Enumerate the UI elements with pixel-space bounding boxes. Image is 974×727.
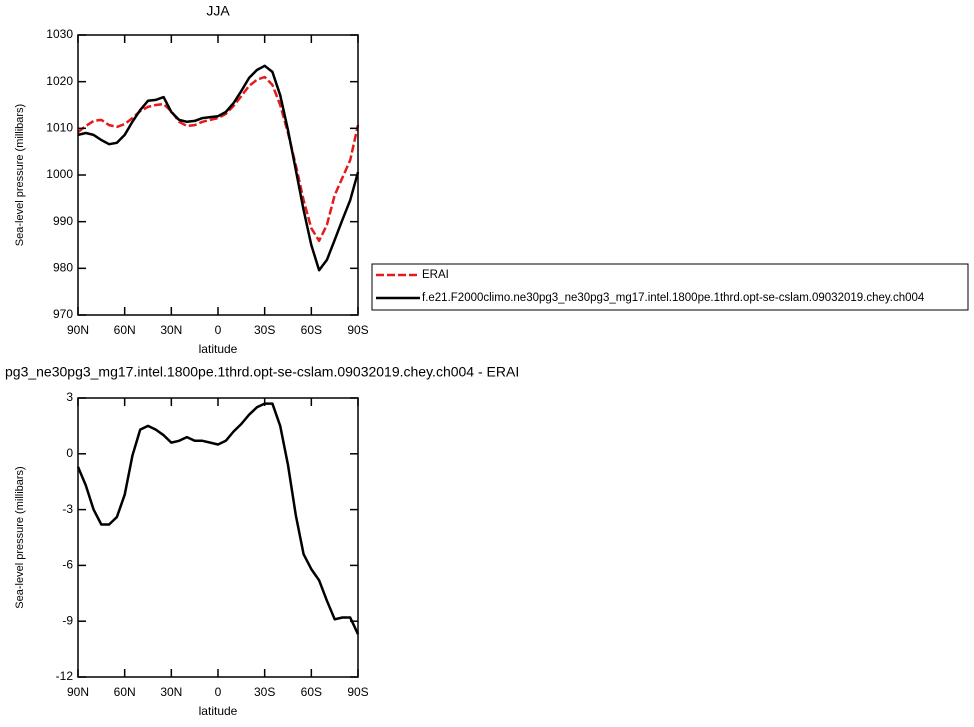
data-line bbox=[77, 64, 360, 272]
x-tick-label: 30S bbox=[254, 323, 275, 337]
y-tick-label: 0 bbox=[66, 446, 73, 460]
data-line bbox=[77, 75, 360, 243]
x-tick-label: 0 bbox=[215, 685, 222, 699]
x-tick-label: 60S bbox=[301, 323, 322, 337]
legend-label: ERAI bbox=[422, 269, 449, 281]
x-tick-label: 60S bbox=[301, 685, 322, 699]
y-axis-label: Sea-level pressure (millibars) bbox=[14, 466, 26, 608]
legend-label: f.e21.F2000climo.ne30pg3_ne30pg3_mg17.in… bbox=[422, 292, 925, 304]
y-tick-label: 1000 bbox=[46, 167, 73, 181]
y-tick-label: -9 bbox=[62, 613, 73, 627]
x-tick-label: 90S bbox=[347, 685, 368, 699]
y-tick-label: 980 bbox=[53, 261, 73, 275]
plot-frame bbox=[77, 397, 359, 678]
y-tick-label: -6 bbox=[62, 558, 73, 572]
x-tick-label: 90N bbox=[67, 323, 89, 337]
chart-title: pg3_ne30pg3_mg17.intel.1800pe.1thrd.opt-… bbox=[5, 364, 519, 380]
x-axis-label: latitude bbox=[199, 704, 238, 718]
chart-title: JJA bbox=[206, 3, 230, 19]
x-tick-label: 60N bbox=[114, 323, 136, 337]
y-tick-label: 3 bbox=[66, 390, 73, 404]
x-tick-label: 30N bbox=[160, 323, 182, 337]
x-tick-label: 60N bbox=[114, 685, 136, 699]
x-tick-label: 0 bbox=[215, 323, 222, 337]
y-tick-label: 1010 bbox=[46, 121, 73, 135]
x-tick-label: 30N bbox=[160, 685, 182, 699]
plot-frame bbox=[77, 34, 359, 316]
y-axis-label: Sea-level pressure (millibars) bbox=[14, 104, 26, 246]
y-tick-label: -12 bbox=[56, 669, 74, 683]
x-tick-label: 90N bbox=[67, 685, 89, 699]
y-tick-label: 1020 bbox=[46, 74, 73, 88]
y-tick-label: 970 bbox=[53, 307, 73, 321]
legend-box bbox=[371, 263, 969, 311]
data-line bbox=[76, 402, 360, 635]
x-tick-label: 30S bbox=[254, 685, 275, 699]
y-tick-label: 1030 bbox=[46, 27, 73, 41]
x-tick-label: 90S bbox=[347, 323, 368, 337]
x-axis-label: latitude bbox=[199, 342, 238, 356]
y-tick-label: 990 bbox=[53, 214, 73, 228]
y-tick-label: -3 bbox=[62, 502, 73, 516]
